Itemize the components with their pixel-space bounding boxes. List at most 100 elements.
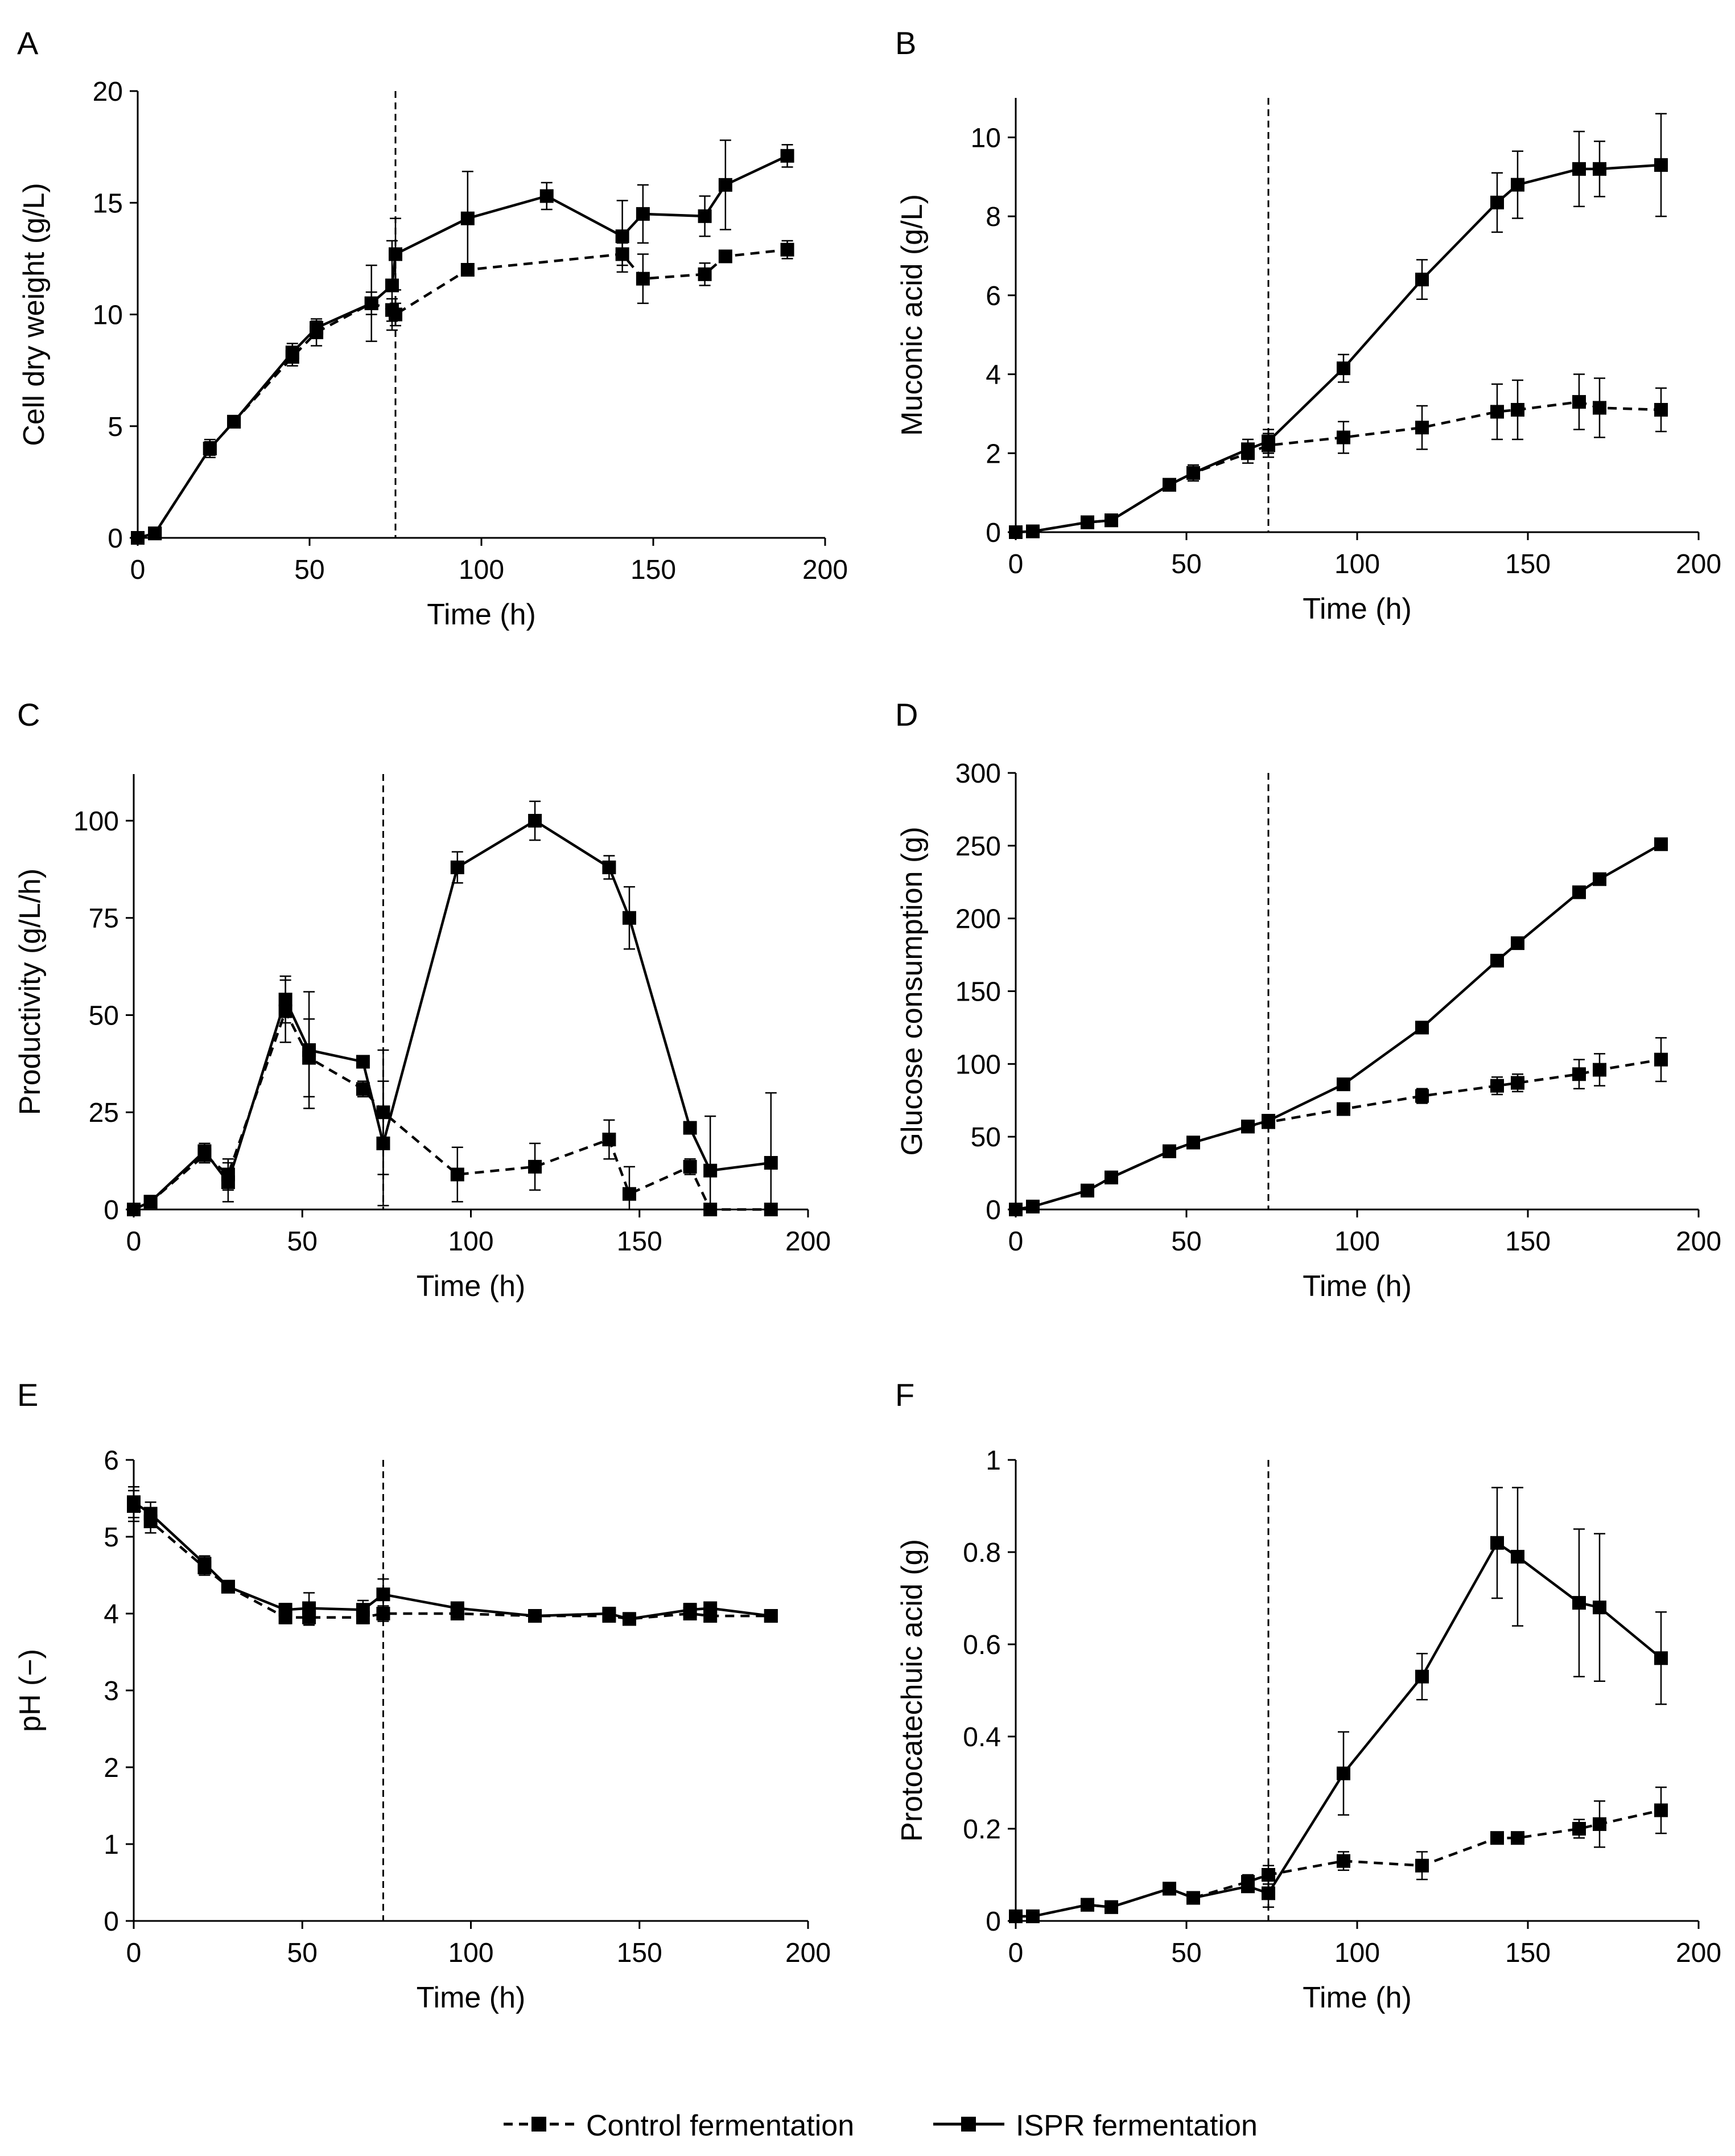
panel-f-control-point — [1654, 1803, 1668, 1817]
panel-c-control-point — [622, 1187, 636, 1201]
panel-d-ispr-point — [1490, 953, 1504, 968]
panel-d-ytick-label: 300 — [955, 759, 1001, 789]
panel-f-xtick-label: 100 — [1334, 1938, 1380, 1968]
panel-c-ispr-point — [703, 1163, 718, 1178]
panel-c-control-point — [450, 1167, 464, 1182]
panel-a-ispr-point — [131, 531, 145, 545]
panel-d-control-point — [1511, 1076, 1524, 1090]
panel-c-ytick-label: 25 — [89, 1098, 119, 1128]
panel-d-control-point — [1415, 1089, 1429, 1103]
panel-d-xtick-label: 0 — [1008, 1227, 1024, 1257]
panel-d-control-point — [1572, 1067, 1586, 1081]
panel-e-y-label: pH (−) — [14, 1649, 47, 1732]
panel-c-letter: C — [17, 697, 40, 733]
panel-f-ispr-series — [1009, 1487, 1668, 1923]
panel-e-ispr-point — [221, 1579, 235, 1594]
panel-b-ispr-point — [1105, 513, 1118, 528]
panel-b-control-point — [1415, 421, 1429, 435]
panel-b-ytick-label: 6 — [986, 281, 1001, 311]
panel-f-ytick-label: 0 — [986, 1907, 1001, 1937]
panel-c: C 0 25 50 75 100 0 50 100 150 200 Time (h) Productiv… — [14, 697, 831, 1303]
panel-b-control-point — [1337, 430, 1350, 445]
panel-c-control-point — [683, 1159, 697, 1174]
panel-a-ispr-point — [636, 207, 650, 221]
panel-d-ispr-point — [1572, 885, 1586, 899]
panel-b-ispr-point — [1009, 525, 1023, 539]
panel-e-ispr-series — [127, 1486, 778, 1626]
panel-c-ispr-point — [197, 1144, 212, 1158]
panel-c-ispr-point — [221, 1175, 235, 1190]
panel-d-x-label: Time (h) — [1303, 1270, 1412, 1303]
panel-c-control-point — [528, 1159, 542, 1174]
panel-a-ispr-point — [460, 211, 475, 225]
panel-d-ispr-point — [1511, 936, 1524, 951]
panel-f-letter: F — [895, 1377, 914, 1413]
panel-f-ytick-label: 0.2 — [963, 1815, 1001, 1845]
panel-f-ispr-point — [1415, 1669, 1429, 1684]
panel-c-ispr-point — [376, 1136, 390, 1150]
legend-control-marker — [531, 2117, 546, 2132]
panel-c-ytick-label: 0 — [104, 1195, 119, 1225]
panel-d-ispr-point — [1593, 872, 1606, 886]
panel-e: E 0 1 2 3 4 5 6 0 50 100 150 200 Time (h) pH (−) — [14, 1377, 831, 2014]
panel-b-ispr-point — [1241, 442, 1255, 456]
panel-b-ispr-point — [1490, 195, 1504, 209]
panel-e-xtick-label: 100 — [448, 1938, 493, 1968]
panel-f-ispr-point — [1081, 1898, 1094, 1912]
panel-d-ispr-line — [1015, 843, 1662, 1211]
panel-c-xtick-label: 150 — [617, 1227, 662, 1257]
panel-c-ispr-point — [143, 1195, 158, 1209]
panel-f-ispr-point — [1026, 1909, 1040, 1923]
panel-f-ispr-point — [1337, 1766, 1350, 1780]
panel-d-ytick-label: 100 — [955, 1050, 1001, 1080]
panel-e-ispr-point — [602, 1607, 616, 1620]
panel-b-xtick-label: 0 — [1008, 549, 1024, 579]
panel-d-ytick-label: 150 — [955, 977, 1001, 1007]
panel-f-xtick-label: 200 — [1676, 1938, 1721, 1968]
panel-e-ispr-point — [376, 1587, 390, 1602]
panel-e-ispr-point — [703, 1601, 718, 1615]
panel-e-x-label: Time (h) — [417, 1981, 526, 2014]
panel-f-y-label: Protocatechuic acid (g) — [896, 1539, 929, 1842]
panel-e-ispr-point — [197, 1557, 212, 1571]
panel-e-ytick-label: 1 — [104, 1830, 119, 1860]
panel-a-ispr-point — [698, 209, 712, 223]
panel-f-ispr-point — [1262, 1886, 1275, 1900]
panel-a-control-point — [389, 307, 402, 322]
panel-a-xtick-label: 50 — [294, 555, 324, 585]
panel-c-ytick-label: 50 — [89, 1001, 119, 1031]
panel-f-ispr-point — [1009, 1909, 1023, 1923]
panel-c-ispr-point — [528, 813, 542, 828]
panel-c-ispr-point — [278, 993, 292, 1007]
panel-d-ispr-point — [1241, 1120, 1255, 1134]
panel-e-ispr-point — [302, 1601, 316, 1615]
panel-b-control-point — [1511, 402, 1524, 417]
panel-e-ytick-label: 3 — [104, 1676, 119, 1706]
panel-b-ispr-point — [1593, 162, 1606, 176]
panel-d-ytick-label: 200 — [955, 904, 1001, 935]
panel-d-ispr-point — [1337, 1077, 1350, 1092]
panel-f-control-point — [1593, 1817, 1606, 1831]
panel-f: F 0 0.2 0.4 0.6 0.8 1 0 50 100 150 200 Time (h) Proto… — [895, 1377, 1721, 2014]
panel-b-ispr-line — [1015, 163, 1662, 534]
panel-f-control-point — [1337, 1854, 1350, 1868]
panel-d-ispr-point — [1654, 837, 1668, 851]
panel-a-ispr-point — [285, 345, 299, 360]
panel-b-ytick-label: 8 — [986, 202, 1001, 232]
panel-a-ytick-label: 10 — [93, 301, 123, 331]
panel-e-xtick-label: 50 — [287, 1938, 318, 1968]
panel-c-ispr-point — [450, 860, 464, 874]
panel-d-xtick-label: 50 — [1171, 1227, 1201, 1257]
panel-a-ytick-label: 20 — [93, 77, 123, 107]
panel-b-control-point — [1572, 395, 1586, 409]
panel-a-y-label: Cell dry weight (g/L) — [18, 183, 51, 446]
panel-f-control-point — [1511, 1831, 1524, 1845]
panel-f-ispr-point — [1241, 1879, 1255, 1894]
panel-a-ispr-point — [227, 414, 241, 429]
panel-f-control-point — [1490, 1831, 1504, 1845]
panel-c-ispr-point — [683, 1121, 697, 1135]
panel-e-ispr-point — [450, 1601, 464, 1615]
